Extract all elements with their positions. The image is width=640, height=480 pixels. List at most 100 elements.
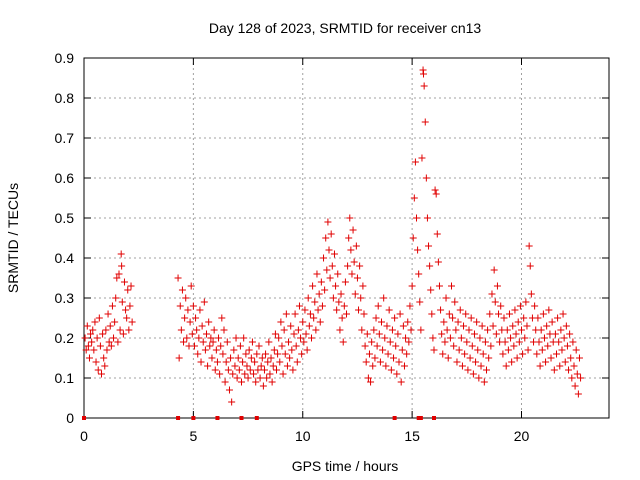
- data-point: [519, 350, 527, 358]
- data-point: [114, 338, 122, 346]
- data-point: [251, 358, 259, 366]
- data-point: [304, 294, 312, 302]
- zero-point: [254, 416, 259, 420]
- data-point: [124, 286, 132, 294]
- data-point: [335, 298, 343, 306]
- data-point: [540, 334, 548, 342]
- data-point: [186, 318, 194, 326]
- plot-frame: [83, 57, 610, 419]
- data-point: [238, 378, 245, 386]
- data-point: [565, 366, 573, 374]
- data-point: [575, 354, 583, 362]
- data-point: [461, 350, 469, 358]
- data-point: [288, 346, 296, 354]
- data-point: [343, 310, 350, 318]
- data-point: [360, 310, 368, 318]
- data-point: [364, 374, 372, 382]
- data-point: [81, 334, 89, 342]
- data-point: [481, 338, 489, 346]
- data-point: [235, 366, 243, 374]
- data-point: [299, 318, 307, 326]
- data-point: [523, 322, 531, 330]
- data-point: [266, 370, 274, 378]
- data-point: [413, 214, 420, 222]
- data-point: [527, 290, 535, 298]
- data-point: [89, 326, 97, 334]
- data-point: [510, 342, 518, 350]
- data-point: [499, 350, 507, 358]
- data-point: [569, 338, 577, 346]
- data-point: [326, 274, 334, 282]
- data-point: [381, 334, 389, 342]
- data-point: [325, 246, 333, 254]
- data-point: [371, 354, 379, 362]
- data-point: [175, 354, 183, 362]
- data-point: [515, 338, 523, 346]
- data-point: [348, 270, 356, 278]
- data-point: [306, 310, 314, 318]
- data-point: [516, 302, 524, 310]
- data-point: [195, 334, 203, 342]
- data-point: [181, 314, 189, 322]
- data-point: [182, 294, 190, 302]
- data-point: [441, 338, 449, 346]
- data-point: [539, 310, 547, 318]
- data-point: [553, 350, 560, 358]
- data-point: [577, 374, 585, 382]
- data-point: [445, 310, 453, 318]
- data-point: [534, 314, 542, 322]
- data-point: [231, 362, 239, 370]
- data-point: [318, 302, 326, 310]
- data-point: [84, 342, 92, 350]
- data-point: [455, 346, 463, 354]
- data-point: [418, 154, 426, 162]
- y-tick-label: 0.8: [55, 90, 75, 106]
- data-point: [443, 326, 451, 334]
- data-point: [463, 338, 471, 346]
- y-tick-label: 0.9: [55, 50, 75, 66]
- data-point: [105, 338, 113, 346]
- data-point: [417, 326, 425, 334]
- data-point: [321, 286, 329, 294]
- data-point: [491, 298, 499, 306]
- data-point: [550, 366, 558, 374]
- data-point: [243, 362, 251, 370]
- data-point: [347, 246, 355, 254]
- data-point: [309, 282, 317, 290]
- data-point: [315, 290, 323, 298]
- data-point: [442, 294, 450, 302]
- data-point: [264, 358, 272, 366]
- data-point: [352, 242, 360, 250]
- data-point: [489, 322, 497, 330]
- data-point: [479, 350, 487, 358]
- data-point: [373, 342, 381, 350]
- data-points: [81, 66, 585, 406]
- data-point: [197, 358, 205, 366]
- data-point: [317, 278, 325, 286]
- data-point: [521, 334, 529, 342]
- data-point: [361, 342, 369, 350]
- data-point: [363, 330, 371, 338]
- data-point: [103, 346, 111, 354]
- data-point: [312, 326, 320, 334]
- data-point: [283, 362, 291, 370]
- data-point: [339, 338, 347, 346]
- data-point: [98, 370, 105, 378]
- data-point: [265, 338, 273, 346]
- data-point: [236, 342, 244, 350]
- data-point: [108, 302, 116, 310]
- data-point: [537, 326, 545, 334]
- y-tick-label: 0.1: [55, 370, 75, 386]
- y-tick-label: 0.5: [55, 210, 75, 226]
- data-point: [490, 266, 498, 274]
- data-point: [514, 318, 522, 326]
- data-point: [374, 302, 382, 310]
- data-point: [359, 282, 367, 290]
- data-point: [404, 318, 412, 326]
- data-point: [369, 362, 377, 370]
- data-point: [372, 314, 380, 322]
- data-point: [222, 358, 230, 366]
- data-point: [349, 226, 357, 234]
- data-point: [525, 242, 533, 250]
- data-point: [174, 274, 182, 282]
